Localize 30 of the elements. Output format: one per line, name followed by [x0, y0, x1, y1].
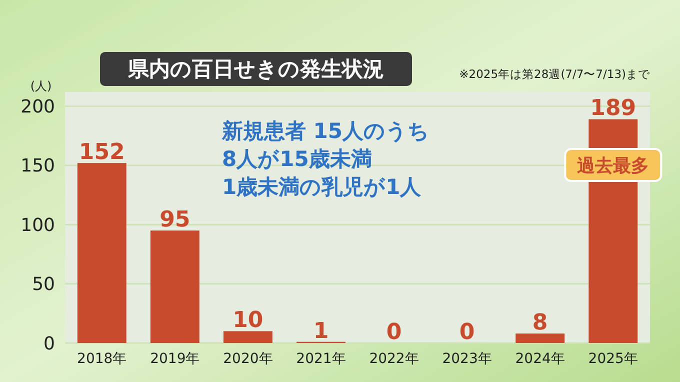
- x-tick-label: 2021年: [296, 351, 346, 367]
- y-axis-title: (人): [30, 79, 52, 93]
- x-tick-label: 2023年: [442, 351, 492, 367]
- bar: [150, 230, 200, 343]
- y-tick-label: 150: [20, 156, 55, 177]
- chart-title: 県内の百日せきの発生状況: [127, 57, 384, 81]
- x-tick-label: 2019年: [150, 351, 200, 367]
- y-tick-label: 200: [20, 96, 55, 118]
- data-label: 0: [386, 320, 402, 345]
- x-tick-label: 2020年: [223, 351, 273, 367]
- x-tick-label: 2018年: [77, 351, 127, 367]
- data-label: 1: [313, 318, 329, 344]
- data-label: 8: [532, 310, 548, 336]
- data-label: 189: [590, 96, 636, 122]
- x-tick-label: 2025年: [588, 351, 638, 367]
- bar: [77, 163, 126, 343]
- y-tick-label: 100: [20, 214, 55, 236]
- annotation: 過去最多: [576, 155, 650, 176]
- x-tick-label: 2024年: [515, 351, 565, 367]
- data-label: 152: [78, 140, 125, 166]
- data-label: 95: [160, 208, 190, 233]
- x-tick-label: 2022年: [369, 351, 419, 367]
- data-label: 10: [232, 308, 264, 334]
- bar: [516, 334, 565, 343]
- y-tick-label: 0: [44, 333, 55, 354]
- bar: [223, 331, 272, 343]
- text: ※2025年は第28週(7/7〜7/13)まで: [459, 67, 651, 81]
- y-tick-label: 50: [32, 274, 55, 296]
- data-label: 0: [459, 320, 475, 345]
- annotation: 新規患者 15人のうち 8人が15歳未満 1歳未満の乳児が1人: [221, 119, 430, 199]
